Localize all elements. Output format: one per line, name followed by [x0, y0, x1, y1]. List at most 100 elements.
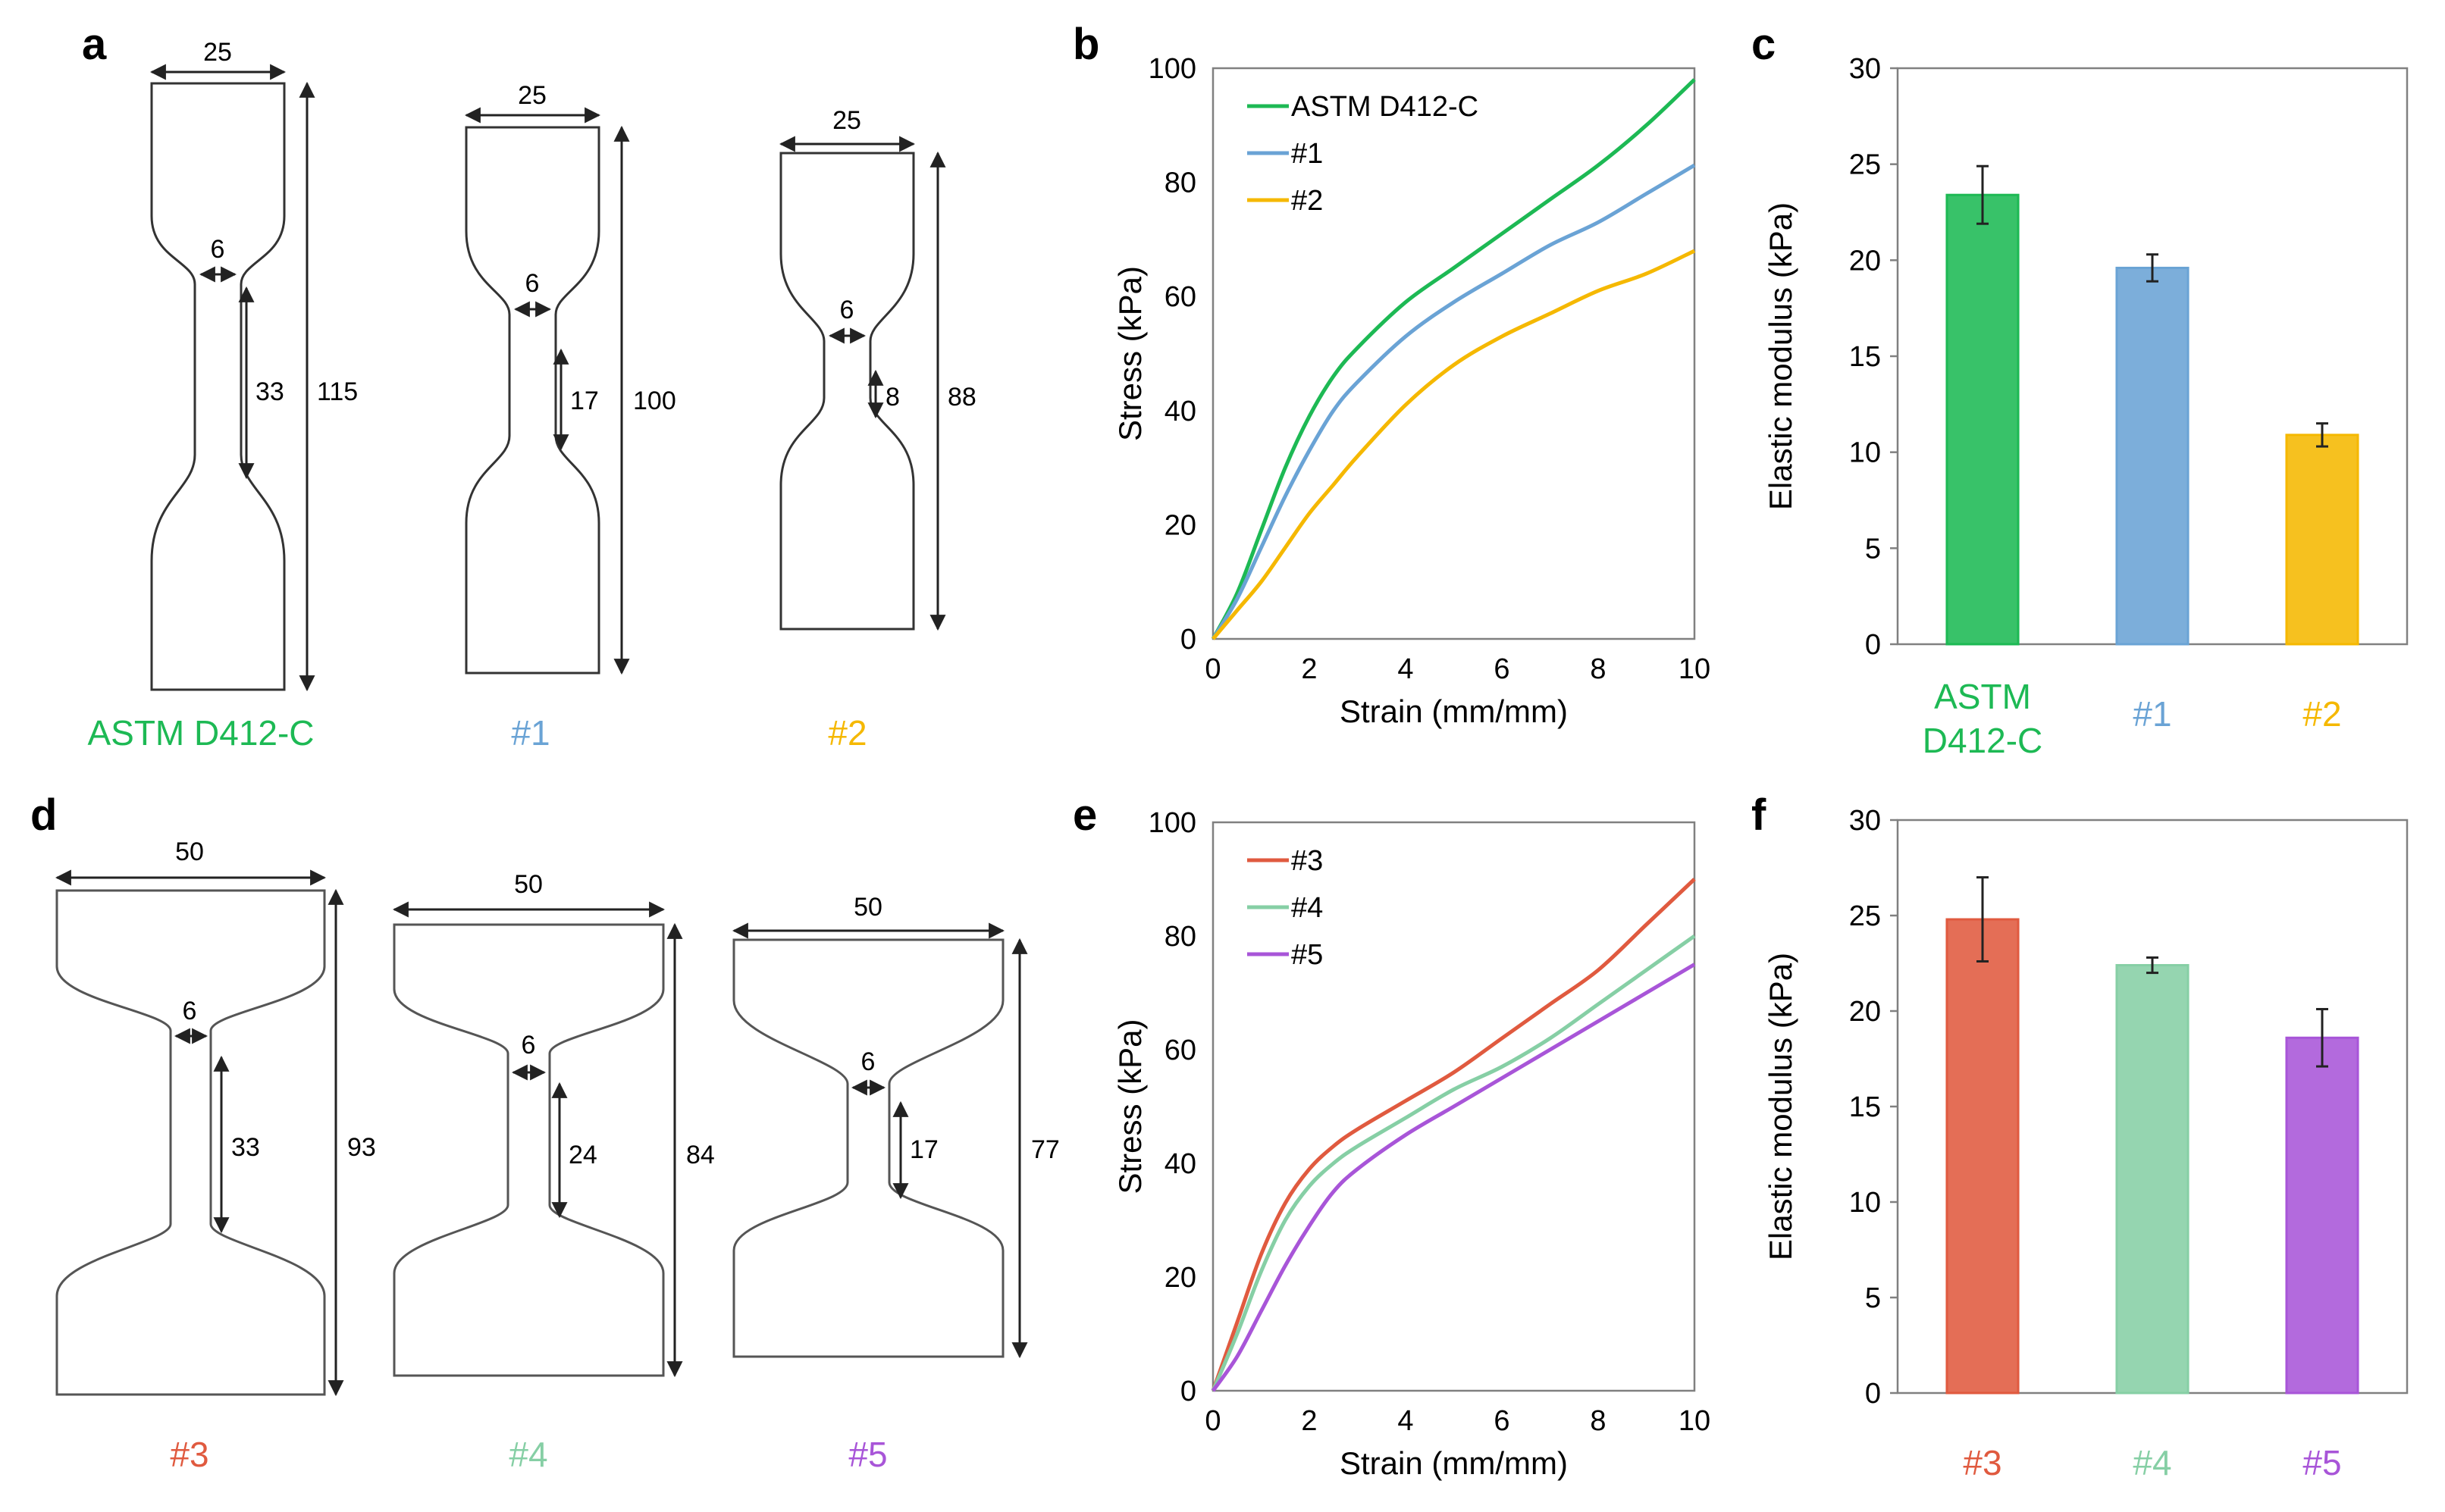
y-tick-label: 25: [1849, 149, 1881, 181]
length-label: 88: [948, 383, 976, 412]
x-tick-label: 2: [1301, 653, 1317, 685]
bar: [1945, 193, 2020, 646]
specimen-2: 25 6 8 88 #2: [779, 106, 976, 753]
width-label: 50: [175, 837, 204, 866]
x-axis-title: Strain (mm/mm): [1340, 1445, 1568, 1481]
specimen-3: 50 6 33 93 #3: [55, 837, 376, 1474]
specimen-label-1: #1: [511, 713, 550, 753]
panel-letter-f: f: [1751, 790, 1766, 840]
chart-e-stress-strain: 0 20 40 60 80 100 0 2 4 6 8 10 Strain (mm/mm) Stress …: [1112, 807, 1710, 1481]
y-tick-label: 15: [1849, 1091, 1881, 1123]
length-label: 115: [317, 377, 358, 406]
x-axis-title: Strain (mm/mm): [1340, 693, 1568, 729]
series-line: [1212, 249, 1696, 640]
legend-label: #1: [1291, 138, 1323, 170]
x-tick-label: 2: [1301, 1405, 1317, 1437]
width-label: 25: [518, 81, 547, 110]
y-tick-label: 20: [1849, 996, 1881, 1028]
gauge-label: 24: [569, 1141, 597, 1169]
specimen-astm-d412-c: 25 6 33 115 ASTM D412-C: [87, 38, 358, 753]
x-tick-label: 6: [1494, 1405, 1509, 1437]
y-tick-label: 0: [1180, 1376, 1196, 1407]
x-tick-label: 6: [1494, 653, 1509, 685]
y-tick-label: 20: [1165, 509, 1196, 541]
specimen-label-5: #5: [848, 1435, 887, 1474]
specimen-label-astm: ASTM D412-C: [87, 713, 314, 753]
y-axis-title: Stress (kPa): [1112, 1019, 1148, 1194]
legend-label: #4: [1291, 892, 1323, 924]
gauge-label: 17: [910, 1135, 939, 1164]
width-label: 25: [203, 38, 232, 67]
length-label: 93: [347, 1133, 376, 1162]
y-tick-label: 25: [1849, 900, 1881, 932]
y-tick-label: 5: [1865, 1282, 1881, 1314]
y-axis-title: Elastic modulus (kPa): [1763, 953, 1798, 1260]
panel-letter-b: b: [1073, 20, 1099, 69]
chart-f-elastic-modulus: 0 5 10 15 20 25 30 Elastic modulus (kPa) #3 #4 #5: [1763, 805, 2409, 1482]
x-tick-label: 0: [1205, 653, 1221, 685]
y-tick-label: 0: [1180, 624, 1196, 656]
plot-frame: [1212, 67, 1696, 640]
series-line: [1211, 963, 1696, 1392]
y-tick-label: 60: [1165, 1035, 1196, 1066]
category-label: #3: [1963, 1443, 2001, 1482]
specimen-outline: [393, 923, 665, 1377]
specimen-outline: [150, 82, 286, 691]
y-tick-label: 80: [1165, 921, 1196, 953]
neck-label: 6: [522, 1031, 536, 1060]
neck-label: 6: [861, 1047, 876, 1076]
specimen-outline: [465, 126, 600, 675]
chart-c-elastic-modulus: 0 5 10 15 20 25 30 Elastic modulus (kPa) ASTM D41…: [1763, 53, 2409, 760]
plot-frame: [1212, 821, 1696, 1392]
category-label: ASTM: [1934, 677, 2031, 716]
series-line: [1211, 878, 1696, 1391]
width-label: 50: [854, 893, 882, 922]
y-tick-label: 20: [1165, 1262, 1196, 1294]
y-axis-title: Stress (kPa): [1112, 266, 1148, 441]
width-label: 50: [514, 870, 543, 899]
y-tick-label: 5: [1865, 533, 1881, 565]
length-label: 77: [1031, 1135, 1060, 1164]
bar: [1945, 918, 2020, 1395]
x-tick-label: 4: [1397, 1405, 1413, 1437]
y-tick-label: 30: [1849, 53, 1881, 85]
specimen-label-2: #2: [828, 713, 867, 753]
bar: [2115, 964, 2190, 1395]
series-line: [1211, 163, 1696, 640]
x-tick-label: 0: [1205, 1405, 1221, 1437]
y-tick-label: 10: [1849, 1187, 1881, 1219]
specimen-4: 50 6 24 84 #4: [392, 870, 715, 1474]
length-label: 100: [633, 387, 676, 415]
specimen-label-3: #3: [170, 1435, 208, 1474]
y-tick-label: 10: [1849, 437, 1881, 469]
legend-label: #2: [1291, 185, 1323, 217]
x-tick-label: 10: [1679, 653, 1710, 685]
y-tick-label: 0: [1865, 1378, 1881, 1410]
y-axis-title: Elastic modulus (kPa): [1763, 202, 1798, 510]
x-tick-label: 8: [1590, 653, 1606, 685]
category-label: #4: [2133, 1443, 2171, 1482]
category-label: #2: [2302, 694, 2341, 734]
neck-label: 6: [840, 296, 854, 324]
legend-label: #3: [1291, 845, 1323, 877]
bar: [2285, 1036, 2359, 1395]
y-tick-label: 80: [1165, 167, 1196, 199]
bar: [2285, 434, 2359, 646]
gauge-label: 8: [886, 383, 900, 412]
category-label: #1: [2133, 694, 2171, 734]
chart-b-stress-strain: 0 20 40 60 80 100 0 2 4 6 8 10 Strain (mm/mm) Stress …: [1112, 53, 1710, 729]
legend-label: #5: [1291, 939, 1323, 971]
category-label: D412-C: [1923, 721, 2043, 760]
gauge-label: 33: [231, 1133, 260, 1162]
neck-label: 6: [525, 269, 540, 298]
y-tick-label: 60: [1165, 281, 1196, 313]
specimen-5: 50 6 17 77 #5: [732, 893, 1060, 1474]
y-tick-label: 100: [1149, 807, 1196, 839]
y-tick-label: 40: [1165, 1148, 1196, 1180]
panel-letter-e: e: [1073, 790, 1097, 840]
width-label: 25: [832, 106, 861, 135]
specimen-outline: [732, 938, 1005, 1358]
specimen-1: 25 6 17 100 #1: [464, 81, 676, 753]
gauge-label: 17: [570, 387, 599, 415]
